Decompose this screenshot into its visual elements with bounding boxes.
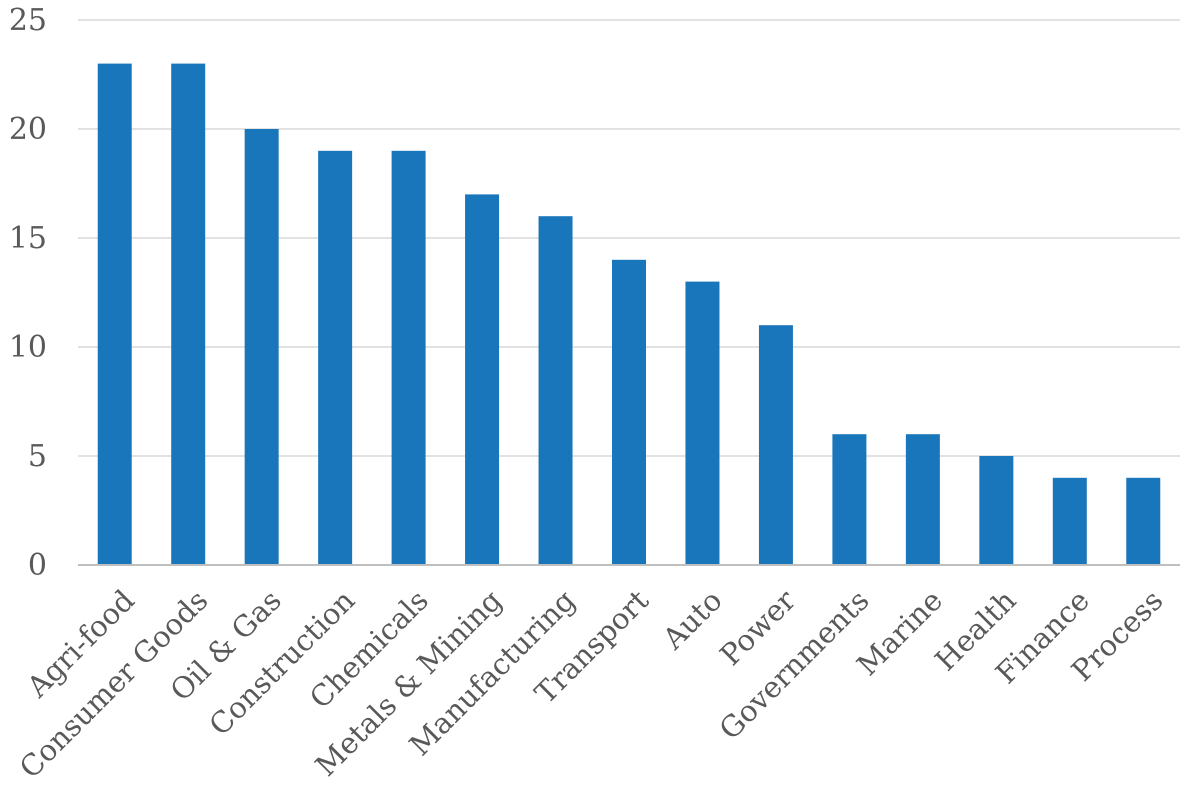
y-tick-label: 25 bbox=[9, 3, 47, 38]
bar-process bbox=[1126, 477, 1161, 565]
bar-oil-gas bbox=[244, 129, 279, 565]
y-tick-label: 5 bbox=[28, 439, 47, 474]
bar-auto bbox=[685, 281, 720, 565]
y-tick-label: 0 bbox=[28, 548, 47, 583]
bar-consumer-goods bbox=[171, 63, 206, 565]
bar-governments bbox=[832, 434, 867, 565]
y-axis-ticks: 0 5 10 15 20 25 bbox=[9, 3, 47, 583]
bar-metals-mining bbox=[465, 194, 500, 565]
bar-power bbox=[758, 325, 793, 565]
bar-manufacturing bbox=[538, 216, 573, 565]
bars bbox=[97, 63, 1161, 566]
y-tick-label: 10 bbox=[9, 330, 47, 365]
bar-health bbox=[979, 456, 1014, 565]
bar-agri-food bbox=[97, 63, 132, 565]
bar-chemicals bbox=[391, 150, 426, 566]
bar-finance bbox=[1052, 477, 1087, 565]
bar-construction bbox=[318, 150, 353, 566]
bar-transport bbox=[612, 259, 646, 565]
y-tick-label: 15 bbox=[9, 221, 47, 256]
y-tick-label: 20 bbox=[9, 112, 47, 147]
bar-marine bbox=[905, 434, 940, 565]
